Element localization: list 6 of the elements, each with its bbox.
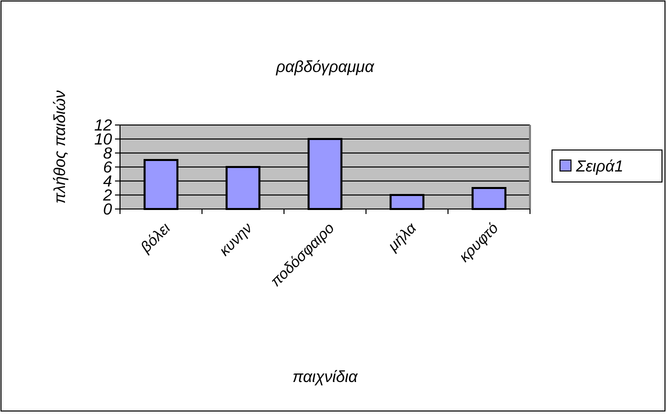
legend-label: Σειρά1 — [575, 158, 624, 176]
y-tick-label: 6 — [103, 160, 112, 177]
y-axis-title: πλήθος παιδιών — [52, 90, 69, 204]
chart-title: ραβδόγραμμα — [275, 59, 375, 76]
x-axis-title: παιχνίδια — [292, 369, 358, 386]
y-tick-label: 0 — [103, 202, 112, 219]
